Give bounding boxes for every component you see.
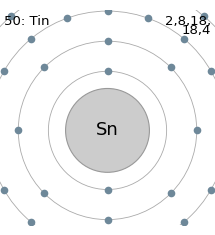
Text: 2,8,18,: 2,8,18, [164, 15, 211, 28]
Text: Sn: Sn [96, 121, 119, 139]
Circle shape [66, 88, 149, 172]
Text: 18,4: 18,4 [181, 24, 211, 37]
Text: 50: Tin: 50: Tin [4, 15, 50, 28]
